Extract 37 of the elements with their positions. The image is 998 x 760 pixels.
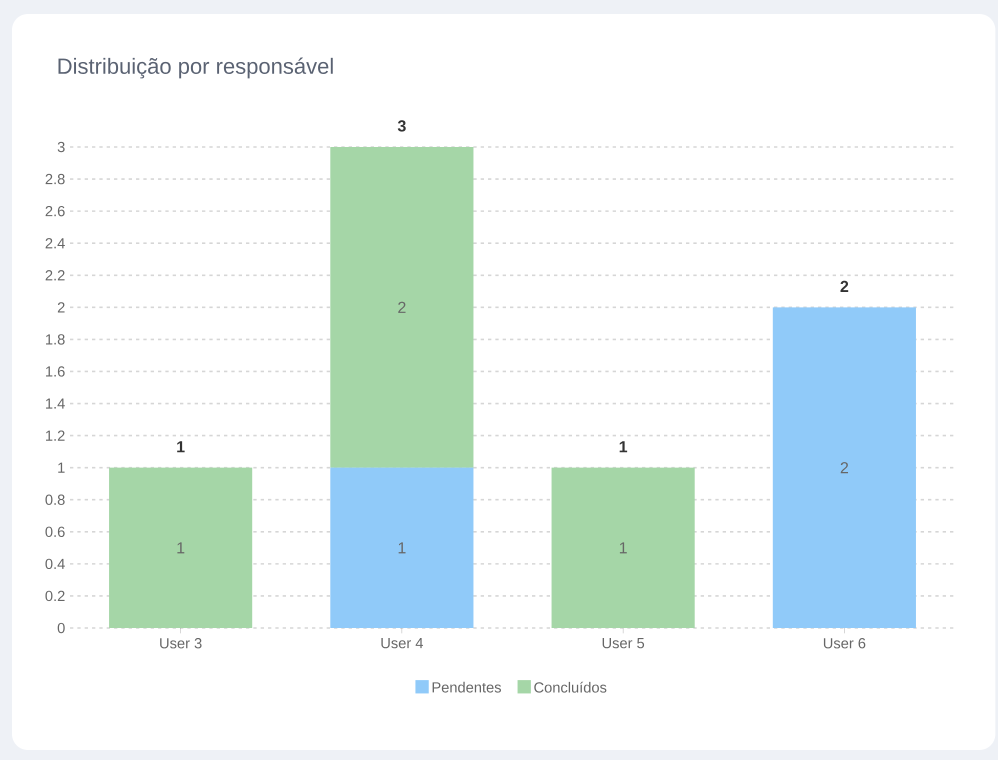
x-tick-label: User 3 (160, 638, 202, 648)
x-tick-label: User 6 (824, 638, 866, 648)
total-label: 3 (398, 120, 406, 132)
y-tick-label: 0.2 (45, 590, 65, 602)
y-tick-label: 1 (58, 462, 65, 473)
y-tick-label: 0.6 (45, 526, 65, 537)
total-label: 2 (840, 280, 848, 292)
x-tick-label: User 5 (602, 638, 644, 648)
y-tick-label: 2.2 (46, 270, 65, 280)
y-tick-label: 2.4 (46, 238, 65, 248)
y-tick-label: 2.6 (46, 206, 65, 216)
y-tick-label: 0.8 (45, 494, 65, 505)
y-tick-label: 3 (58, 142, 65, 152)
y-tick-label: 2 (58, 302, 65, 312)
y-tick-label: 0.4 (45, 558, 65, 570)
y-tick-label: 1.8 (46, 334, 65, 345)
total-label: 1 (620, 441, 628, 452)
y-tick-label: 1.4 (46, 398, 65, 409)
legend-label: Pendentes (432, 682, 501, 693)
bar (772, 307, 916, 628)
data-label: 1 (620, 542, 627, 554)
legend-label: Concluídos (534, 682, 606, 693)
bar (109, 468, 252, 628)
data-label: 2 (398, 302, 406, 313)
total-label: 1 (177, 441, 185, 452)
data-label: 2 (840, 462, 848, 474)
y-tick-label: 0 (58, 622, 65, 634)
data-label: 1 (177, 542, 184, 554)
bar (330, 468, 474, 628)
chart-title: Distribuição por responsável (58, 58, 333, 78)
y-tick-label: 1.6 (46, 366, 65, 377)
y-tick-label: 2.8 (46, 174, 65, 184)
data-label: 1 (398, 542, 406, 554)
bar (330, 146, 474, 468)
bar (552, 468, 695, 628)
y-tick-label: 1.2 (46, 430, 65, 441)
x-tick-label: User 4 (381, 638, 424, 648)
